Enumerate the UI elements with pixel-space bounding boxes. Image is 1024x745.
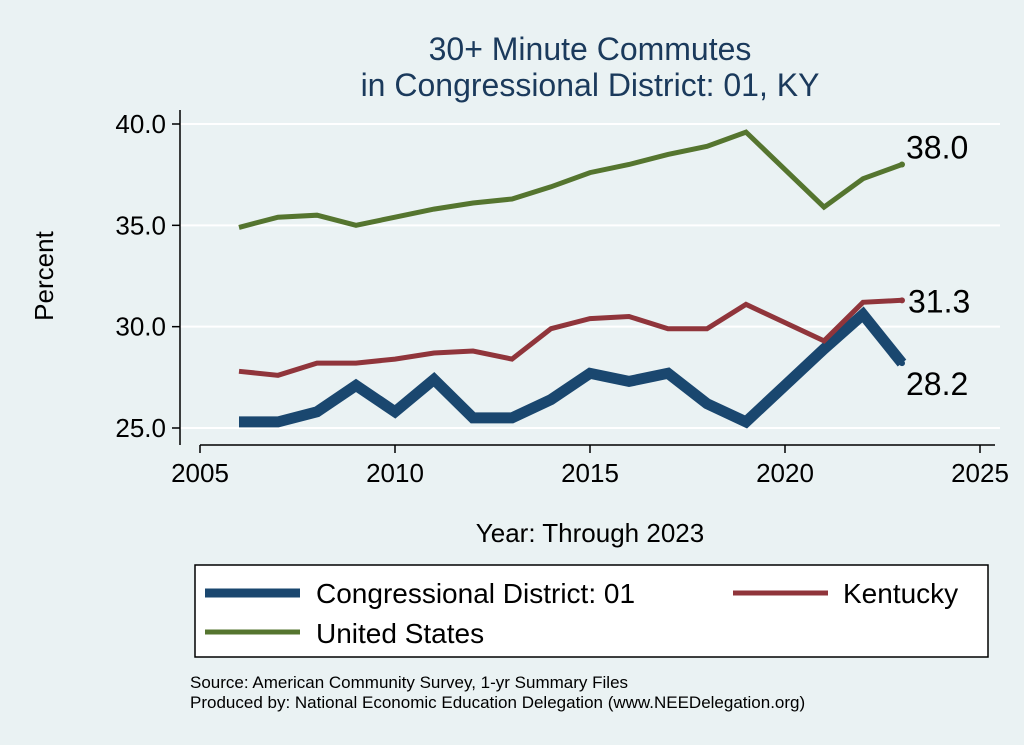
gridlines <box>180 123 1000 429</box>
series-endpoint-0 <box>899 360 905 367</box>
x-tick-label: 2025 <box>951 458 1009 488</box>
chart-title: 30+ Minute Commutes <box>429 31 752 67</box>
source-line: Source: American Community Survey, 1-yr … <box>190 673 628 692</box>
x-tick-label: 2005 <box>171 458 229 488</box>
series-line-2 <box>238 129 903 230</box>
series-end-label-1: 31.3 <box>908 283 970 319</box>
y-axis-ticks: 25.0 30.0 35.0 40.0 <box>115 109 180 443</box>
chart-subtitle: in Congressional District: 01, KY <box>361 67 820 103</box>
x-axis-title: Year: Through 2023 <box>476 518 704 548</box>
x-tick-label: 2015 <box>561 458 619 488</box>
x-axis-ticks: 2005 2010 2015 2020 2025 <box>171 445 1009 488</box>
series-endpoint-1 <box>899 297 905 304</box>
legend-label-kentucky: Kentucky <box>843 578 958 609</box>
y-tick-label: 25.0 <box>115 413 166 443</box>
legend-box <box>194 564 989 658</box>
y-tick-label: 30.0 <box>115 312 166 342</box>
end-labels: 28.2 31.3 38.0 <box>899 130 970 402</box>
legend-label-district: Congressional District: 01 <box>316 578 635 609</box>
series-group <box>238 129 907 429</box>
series-end-label-2: 38.0 <box>906 130 968 166</box>
x-tick-label: 2010 <box>366 458 424 488</box>
series-end-label-0: 28.2 <box>906 366 968 402</box>
series-line-0 <box>239 306 907 429</box>
series-endpoint-2 <box>899 161 905 168</box>
y-axis-title: Percent <box>29 230 59 320</box>
y-tick-label: 35.0 <box>115 210 166 240</box>
series-line-1 <box>238 297 903 378</box>
producer-line: Produced by: National Economic Education… <box>190 693 805 712</box>
legend-label-us: United States <box>316 618 484 649</box>
x-tick-label: 2020 <box>756 458 814 488</box>
plot-area <box>180 105 1010 449</box>
y-tick-label: 40.0 <box>115 109 166 139</box>
